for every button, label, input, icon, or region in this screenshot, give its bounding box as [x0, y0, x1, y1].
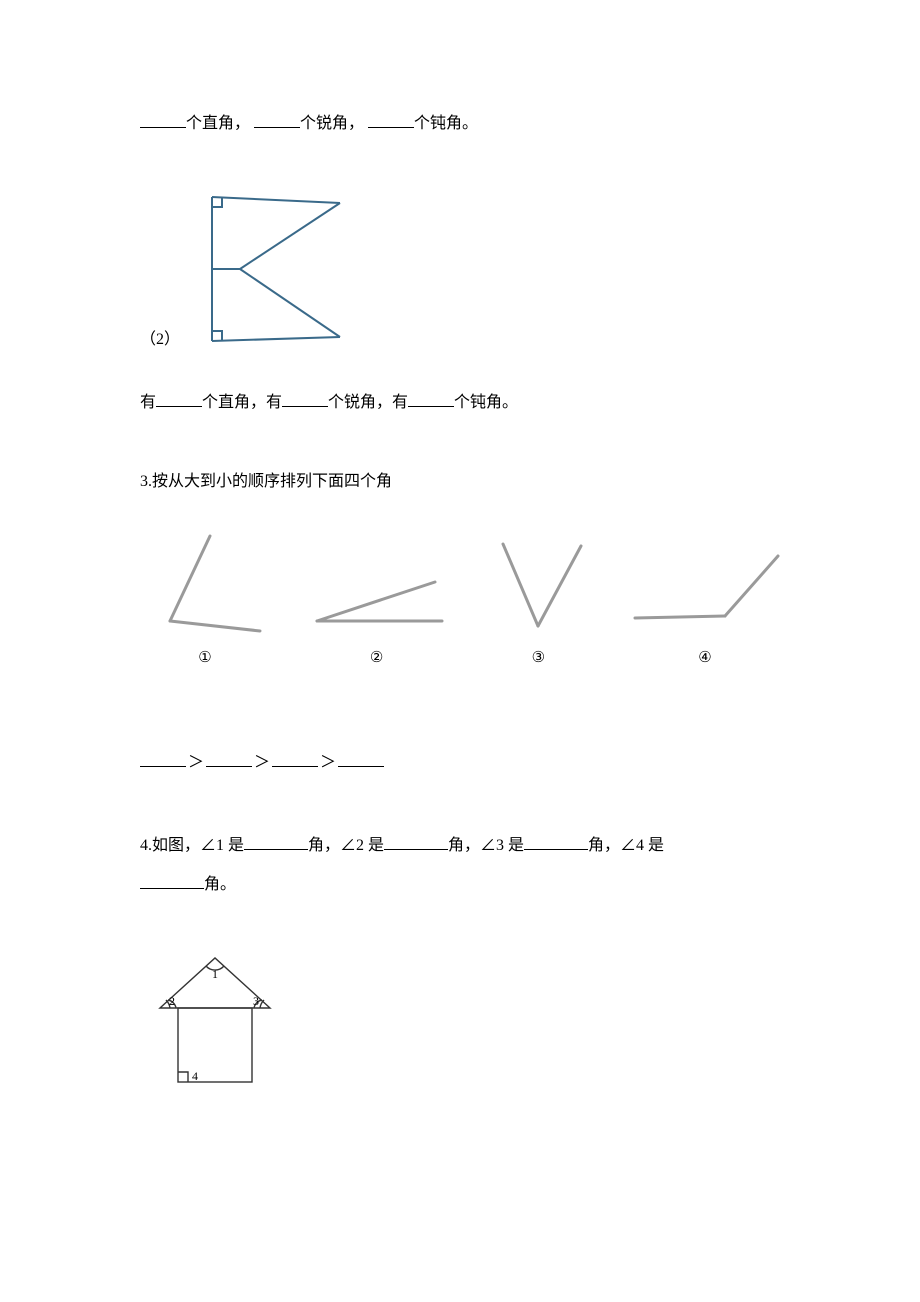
figure-2-marker: （2） — [140, 325, 180, 349]
house-label-1: 1 — [212, 967, 218, 981]
house-label-3: 3 — [253, 994, 259, 1008]
house-label-4: 4 — [192, 1069, 198, 1083]
blank — [254, 110, 300, 128]
q3-title: 3.按从大到小的顺序排列下面四个角 — [140, 468, 790, 497]
q4-line-1: 4.如图，∠1 是 角，∠2 是 角，∠3 是 角，∠4 是 — [140, 828, 790, 863]
text: 角，∠2 是 — [308, 837, 384, 854]
angle-label-3: ③ — [483, 648, 593, 667]
blank — [524, 832, 588, 850]
blank — [368, 110, 414, 128]
q3-angles-row: ① ② ③ ④ — [140, 526, 790, 667]
blank — [272, 749, 318, 767]
gt: ＞ — [188, 754, 204, 771]
q4-line-2: 角。 — [140, 871, 790, 900]
blank — [206, 749, 252, 767]
angle-2: ② — [307, 526, 447, 667]
text: 个钝角。 — [454, 394, 518, 411]
angle-label-4: ④ — [630, 648, 780, 667]
blank — [384, 832, 448, 850]
figure-2-block: （2） — [140, 189, 790, 349]
q4-house-figure: 1 2 3 4 — [140, 948, 790, 1098]
angle-4: ④ — [630, 526, 780, 667]
blank — [140, 871, 204, 889]
blank — [140, 749, 186, 767]
text: 个锐角， — [300, 115, 364, 132]
angle-label-1: ① — [140, 648, 270, 667]
text: 有 — [140, 394, 156, 411]
text: 角。 — [204, 876, 236, 893]
blank — [156, 389, 202, 407]
blank — [140, 110, 186, 128]
blank — [338, 749, 384, 767]
text: 个直角，有 — [202, 394, 282, 411]
angle-3: ③ — [483, 526, 593, 667]
blank — [282, 389, 328, 407]
text: 个钝角。 — [414, 115, 478, 132]
text: 角，∠4 是 — [588, 837, 664, 854]
blank — [244, 832, 308, 850]
blank — [408, 389, 454, 407]
q2-fill-line: 有 个直角，有 个锐角，有 个钝角。 — [140, 389, 790, 418]
text: 角，∠3 是 — [448, 837, 524, 854]
angle-label-2: ② — [307, 648, 447, 667]
figure-2-svg — [200, 189, 350, 349]
text: 4.如图，∠1 是 — [140, 837, 244, 854]
gt: ＞ — [320, 754, 336, 771]
house-label-2: 2 — [169, 994, 175, 1008]
gt: ＞ — [254, 754, 270, 771]
angle-1: ① — [140, 526, 270, 667]
q1-fill-line: 个直角， 个锐角， 个钝角。 — [140, 110, 790, 139]
text: 个锐角，有 — [328, 394, 408, 411]
text: 个直角， — [186, 115, 250, 132]
q3-order-line: ＞ ＞ ＞ — [140, 749, 790, 778]
